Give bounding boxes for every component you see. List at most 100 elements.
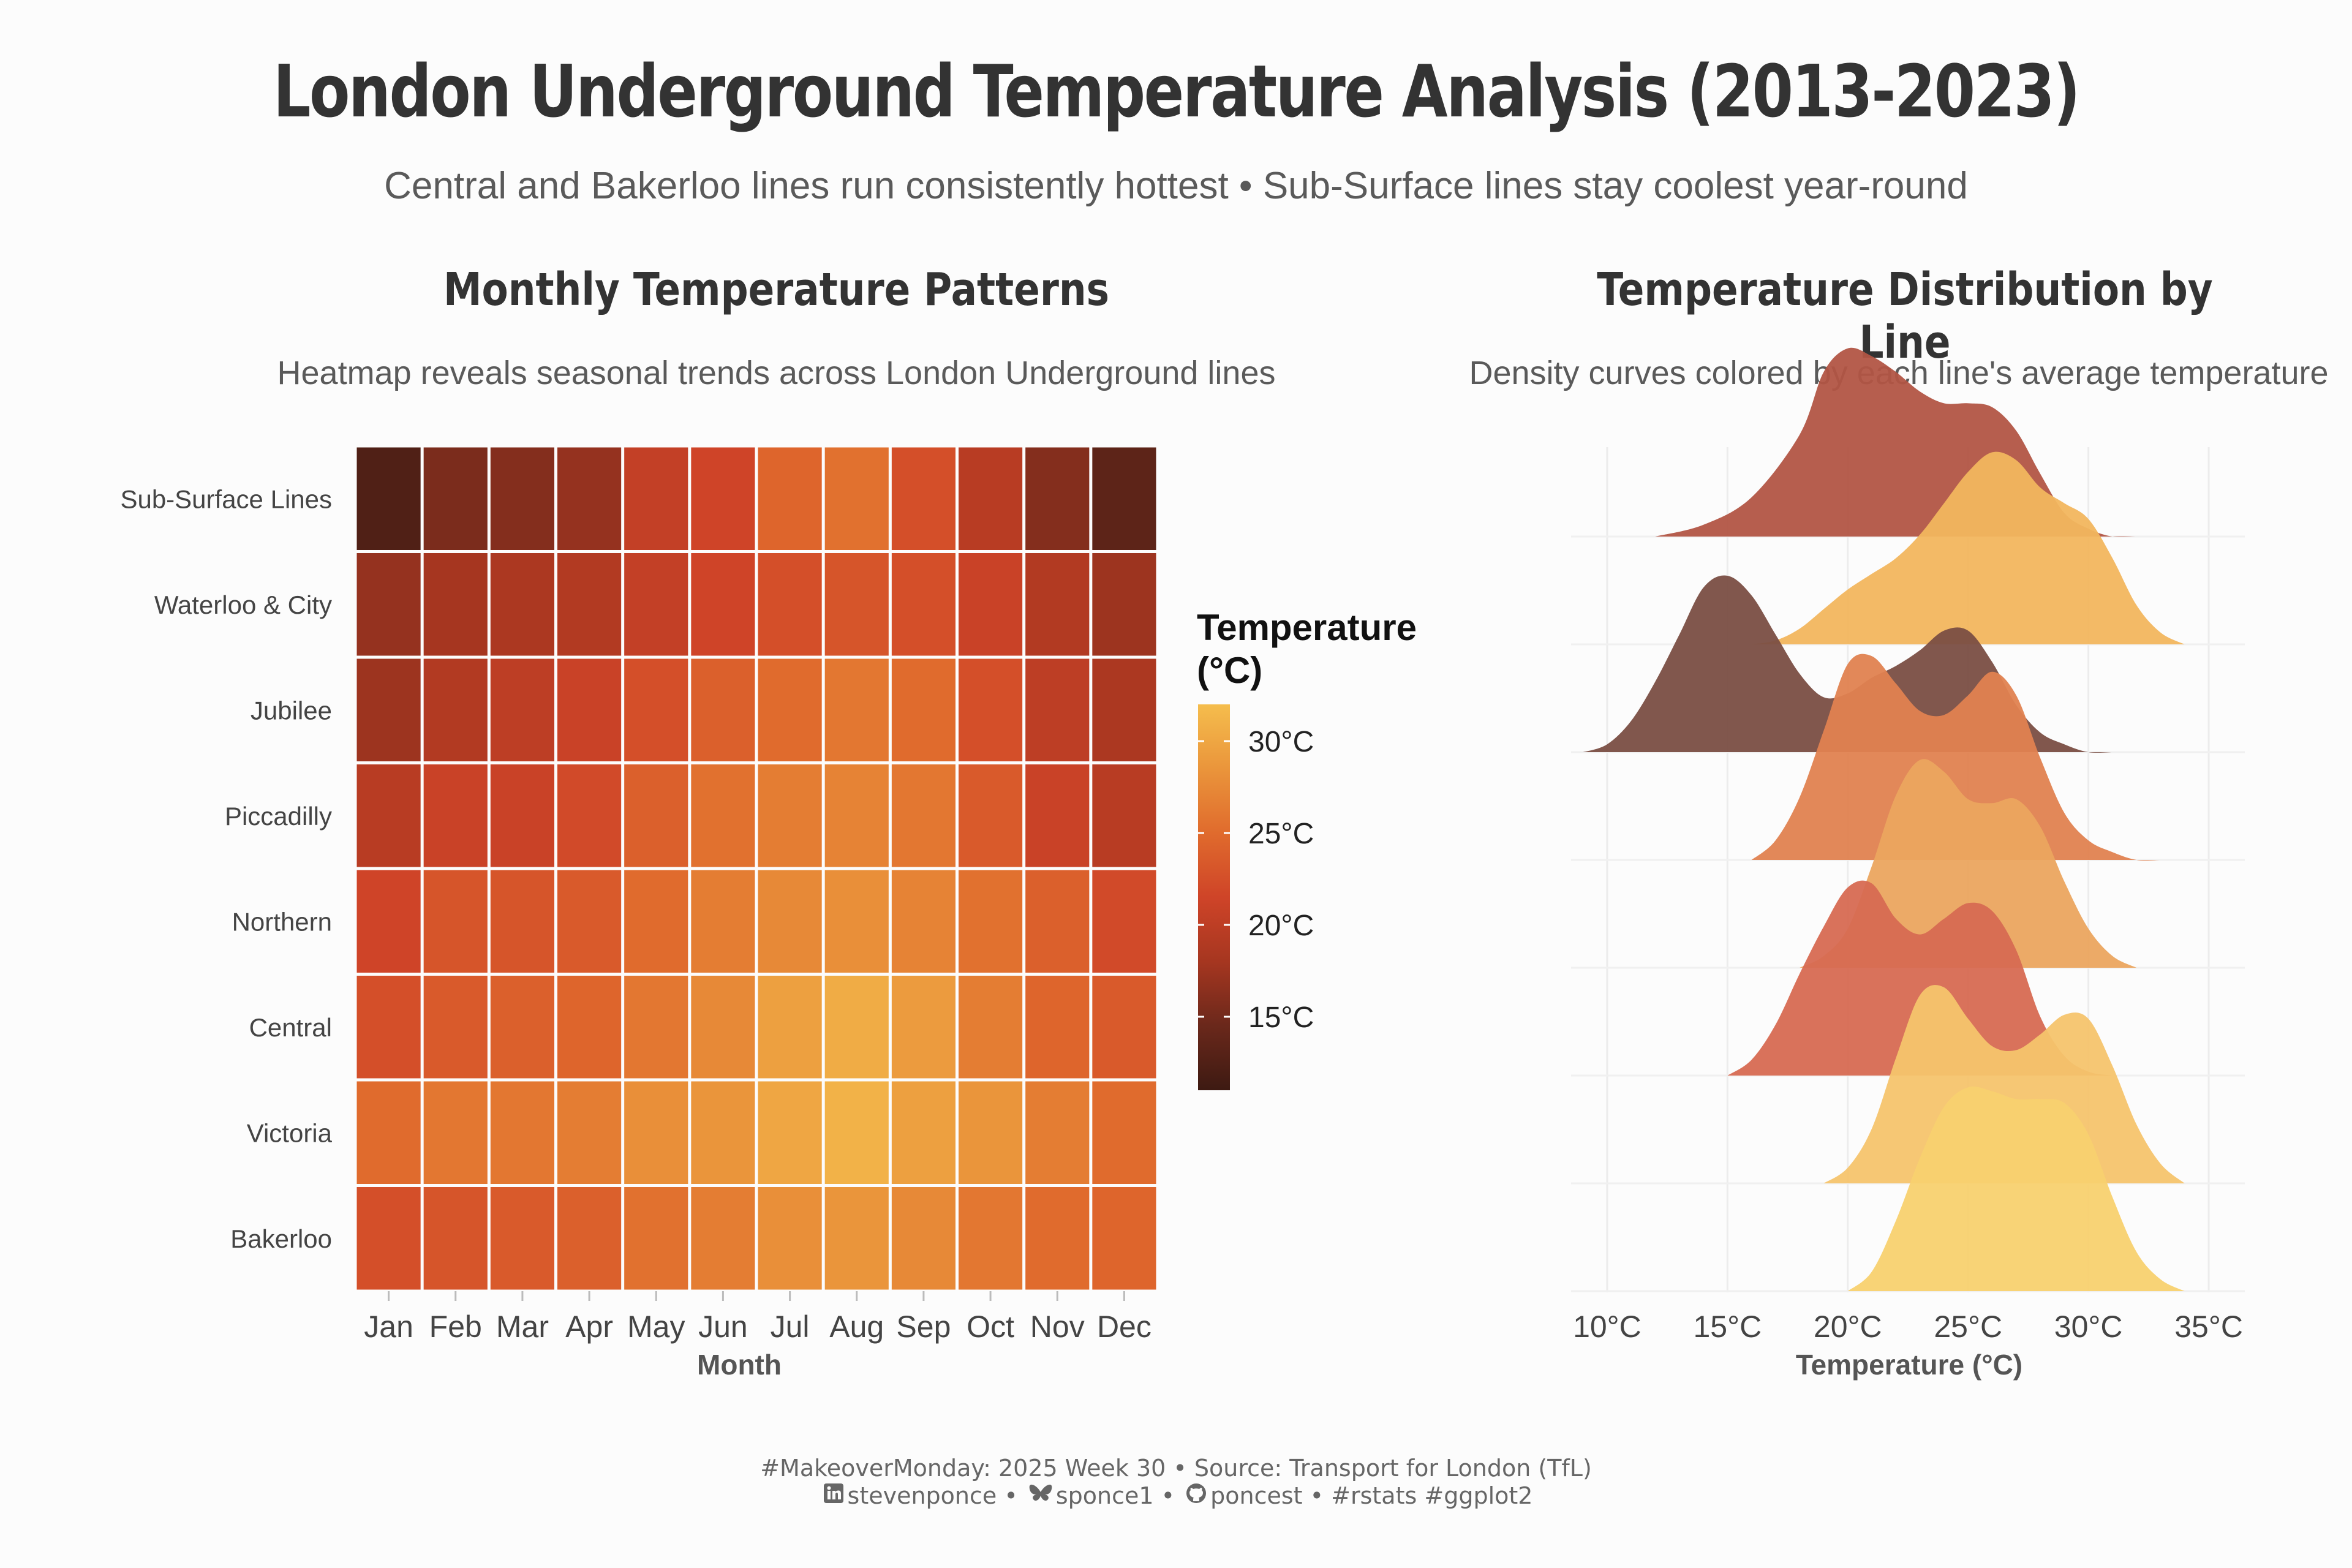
heatmap-cell	[624, 553, 688, 656]
heatmap-cell	[824, 1081, 889, 1184]
heatmap-cell	[557, 447, 622, 550]
caption-separator: •	[997, 1482, 1025, 1509]
heatmap-cell	[691, 658, 755, 761]
x-axis-title: Temperature (°C)	[1796, 1349, 2022, 1381]
caption: #MakeoverMonday: 2025 Week 30 • Source: …	[0, 1455, 2352, 1510]
heatmap-cell	[423, 1081, 488, 1184]
heatmap-cell	[691, 1187, 755, 1290]
heatmap-cell	[691, 976, 755, 1079]
bluesky-handle[interactable]: sponce1	[1055, 1482, 1154, 1509]
heatmap-cell	[959, 553, 1023, 656]
heatmap-cell	[1025, 1187, 1090, 1290]
heatmap-cell	[824, 870, 889, 973]
heatmap-cell	[824, 553, 889, 656]
heatmap-cell	[824, 976, 889, 1079]
y-tick-label: Piccadilly	[225, 802, 332, 831]
page-title: London Underground Temperature Analysis …	[273, 49, 2081, 134]
heatmap-cell	[758, 1081, 822, 1184]
legend-tick-label: 25°C	[1248, 818, 1314, 850]
heatmap-cell	[624, 976, 688, 1079]
heatmap-cell	[1092, 976, 1156, 1079]
x-tick-label: Jun	[698, 1310, 748, 1344]
heatmap-cell	[557, 976, 622, 1079]
legend-title: (°C)	[1197, 650, 1262, 691]
heatmap-cell	[891, 447, 956, 550]
heatmap-cell	[691, 447, 755, 550]
heatmap-cell	[959, 764, 1023, 867]
heatmap-cell	[356, 658, 421, 761]
heatmap-cell	[624, 447, 688, 550]
heatmap-cell	[691, 553, 755, 656]
caption-source: #MakeoverMonday: 2025 Week 30 • Source: …	[760, 1455, 1592, 1482]
heatmap-cell	[758, 976, 822, 1079]
heatmap-cell	[1025, 447, 1090, 550]
x-tick-label: 20°C	[1814, 1310, 1882, 1344]
heatmap-cell	[959, 658, 1023, 761]
heatmap-cell	[423, 553, 488, 656]
density-ridge	[1727, 880, 2113, 1076]
heatmap-cell	[490, 553, 554, 656]
heatmap-cell	[1092, 553, 1156, 656]
heatmap: Sub-Surface Lines Waterloo & City Jubilee P…	[120, 447, 1156, 1381]
heatmap-cell	[1092, 1187, 1156, 1290]
x-tick-label: Aug	[829, 1310, 884, 1344]
heatmap-cell	[691, 1081, 755, 1184]
heatmap-cell	[1092, 447, 1156, 550]
linkedin-handle[interactable]: stevenponce	[847, 1482, 997, 1509]
x-tick-label: 10°C	[1573, 1310, 1642, 1344]
heatmap-cell	[1025, 1081, 1090, 1184]
heatmap-cell	[490, 764, 554, 867]
heatmap-cell	[891, 1081, 956, 1184]
github-handle[interactable]: poncest	[1210, 1482, 1303, 1509]
y-tick-label: Central	[249, 1013, 332, 1042]
x-tick-label: 25°C	[1934, 1310, 2002, 1344]
heatmap-cell	[758, 447, 822, 550]
heatmap-subtitle: Heatmap reveals seasonal trends across L…	[277, 355, 1276, 391]
heatmap-cell	[624, 658, 688, 761]
x-tick-label: Sep	[896, 1310, 951, 1344]
caption-social: stevenponce • sponce1 • poncest • #rstat…	[0, 1482, 2352, 1510]
heatmap-cell	[1025, 870, 1090, 973]
heatmap-cell	[423, 447, 488, 550]
y-tick-label: Sub-Surface Lines	[120, 484, 332, 513]
bluesky-butterfly-icon	[1029, 1482, 1052, 1510]
caption-tags: • #rstats #ggplot2	[1302, 1482, 1533, 1509]
x-tick-label: Apr	[565, 1310, 613, 1344]
x-tick-label: Mar	[496, 1310, 549, 1344]
heatmap-cell	[959, 1081, 1023, 1184]
caption-separator: •	[1153, 1482, 1183, 1509]
heatmap-cell	[557, 764, 622, 867]
heatmap-cell	[1025, 976, 1090, 1079]
heatmap-title: Monthly Temperature Patterns	[443, 263, 1110, 316]
heatmap-cell	[758, 553, 822, 656]
heatmap-cell	[959, 447, 1023, 550]
legend: Temperature(°C) 15°C 20°C 25°C 30°C	[1197, 607, 1417, 1090]
y-tick-label: Northern	[232, 907, 332, 936]
heatmap-cell	[624, 1187, 688, 1290]
heatmap-cell	[1092, 658, 1156, 761]
heatmap-cell	[356, 764, 421, 867]
github-icon	[1186, 1482, 1207, 1510]
heatmap-cell	[1092, 764, 1156, 867]
y-tick-label: Jubilee	[251, 696, 332, 725]
heatmap-cell	[691, 870, 755, 973]
heatmap-cell	[891, 553, 956, 656]
heatmap-cell	[824, 447, 889, 550]
heatmap-cell	[758, 1187, 822, 1290]
heatmap-cell	[959, 870, 1023, 973]
heatmap-cell	[891, 658, 956, 761]
linkedin-icon	[823, 1482, 844, 1510]
x-tick-label: Oct	[967, 1310, 1014, 1344]
heatmap-cell	[891, 1187, 956, 1290]
heatmap-cell	[1092, 1081, 1156, 1184]
heatmap-cell	[959, 1187, 1023, 1290]
heatmap-cell	[758, 764, 822, 867]
ridgeline-chart: 10°C 15°C 20°C 25°C 30°C 35°C Temperature (°C)	[1571, 347, 2245, 1381]
heatmap-cell	[557, 553, 622, 656]
legend-title: Temperature	[1197, 607, 1417, 648]
y-tick-label: Waterloo & City	[154, 590, 332, 619]
heatmap-cell	[356, 1187, 421, 1290]
heatmap-cell	[423, 976, 488, 1079]
